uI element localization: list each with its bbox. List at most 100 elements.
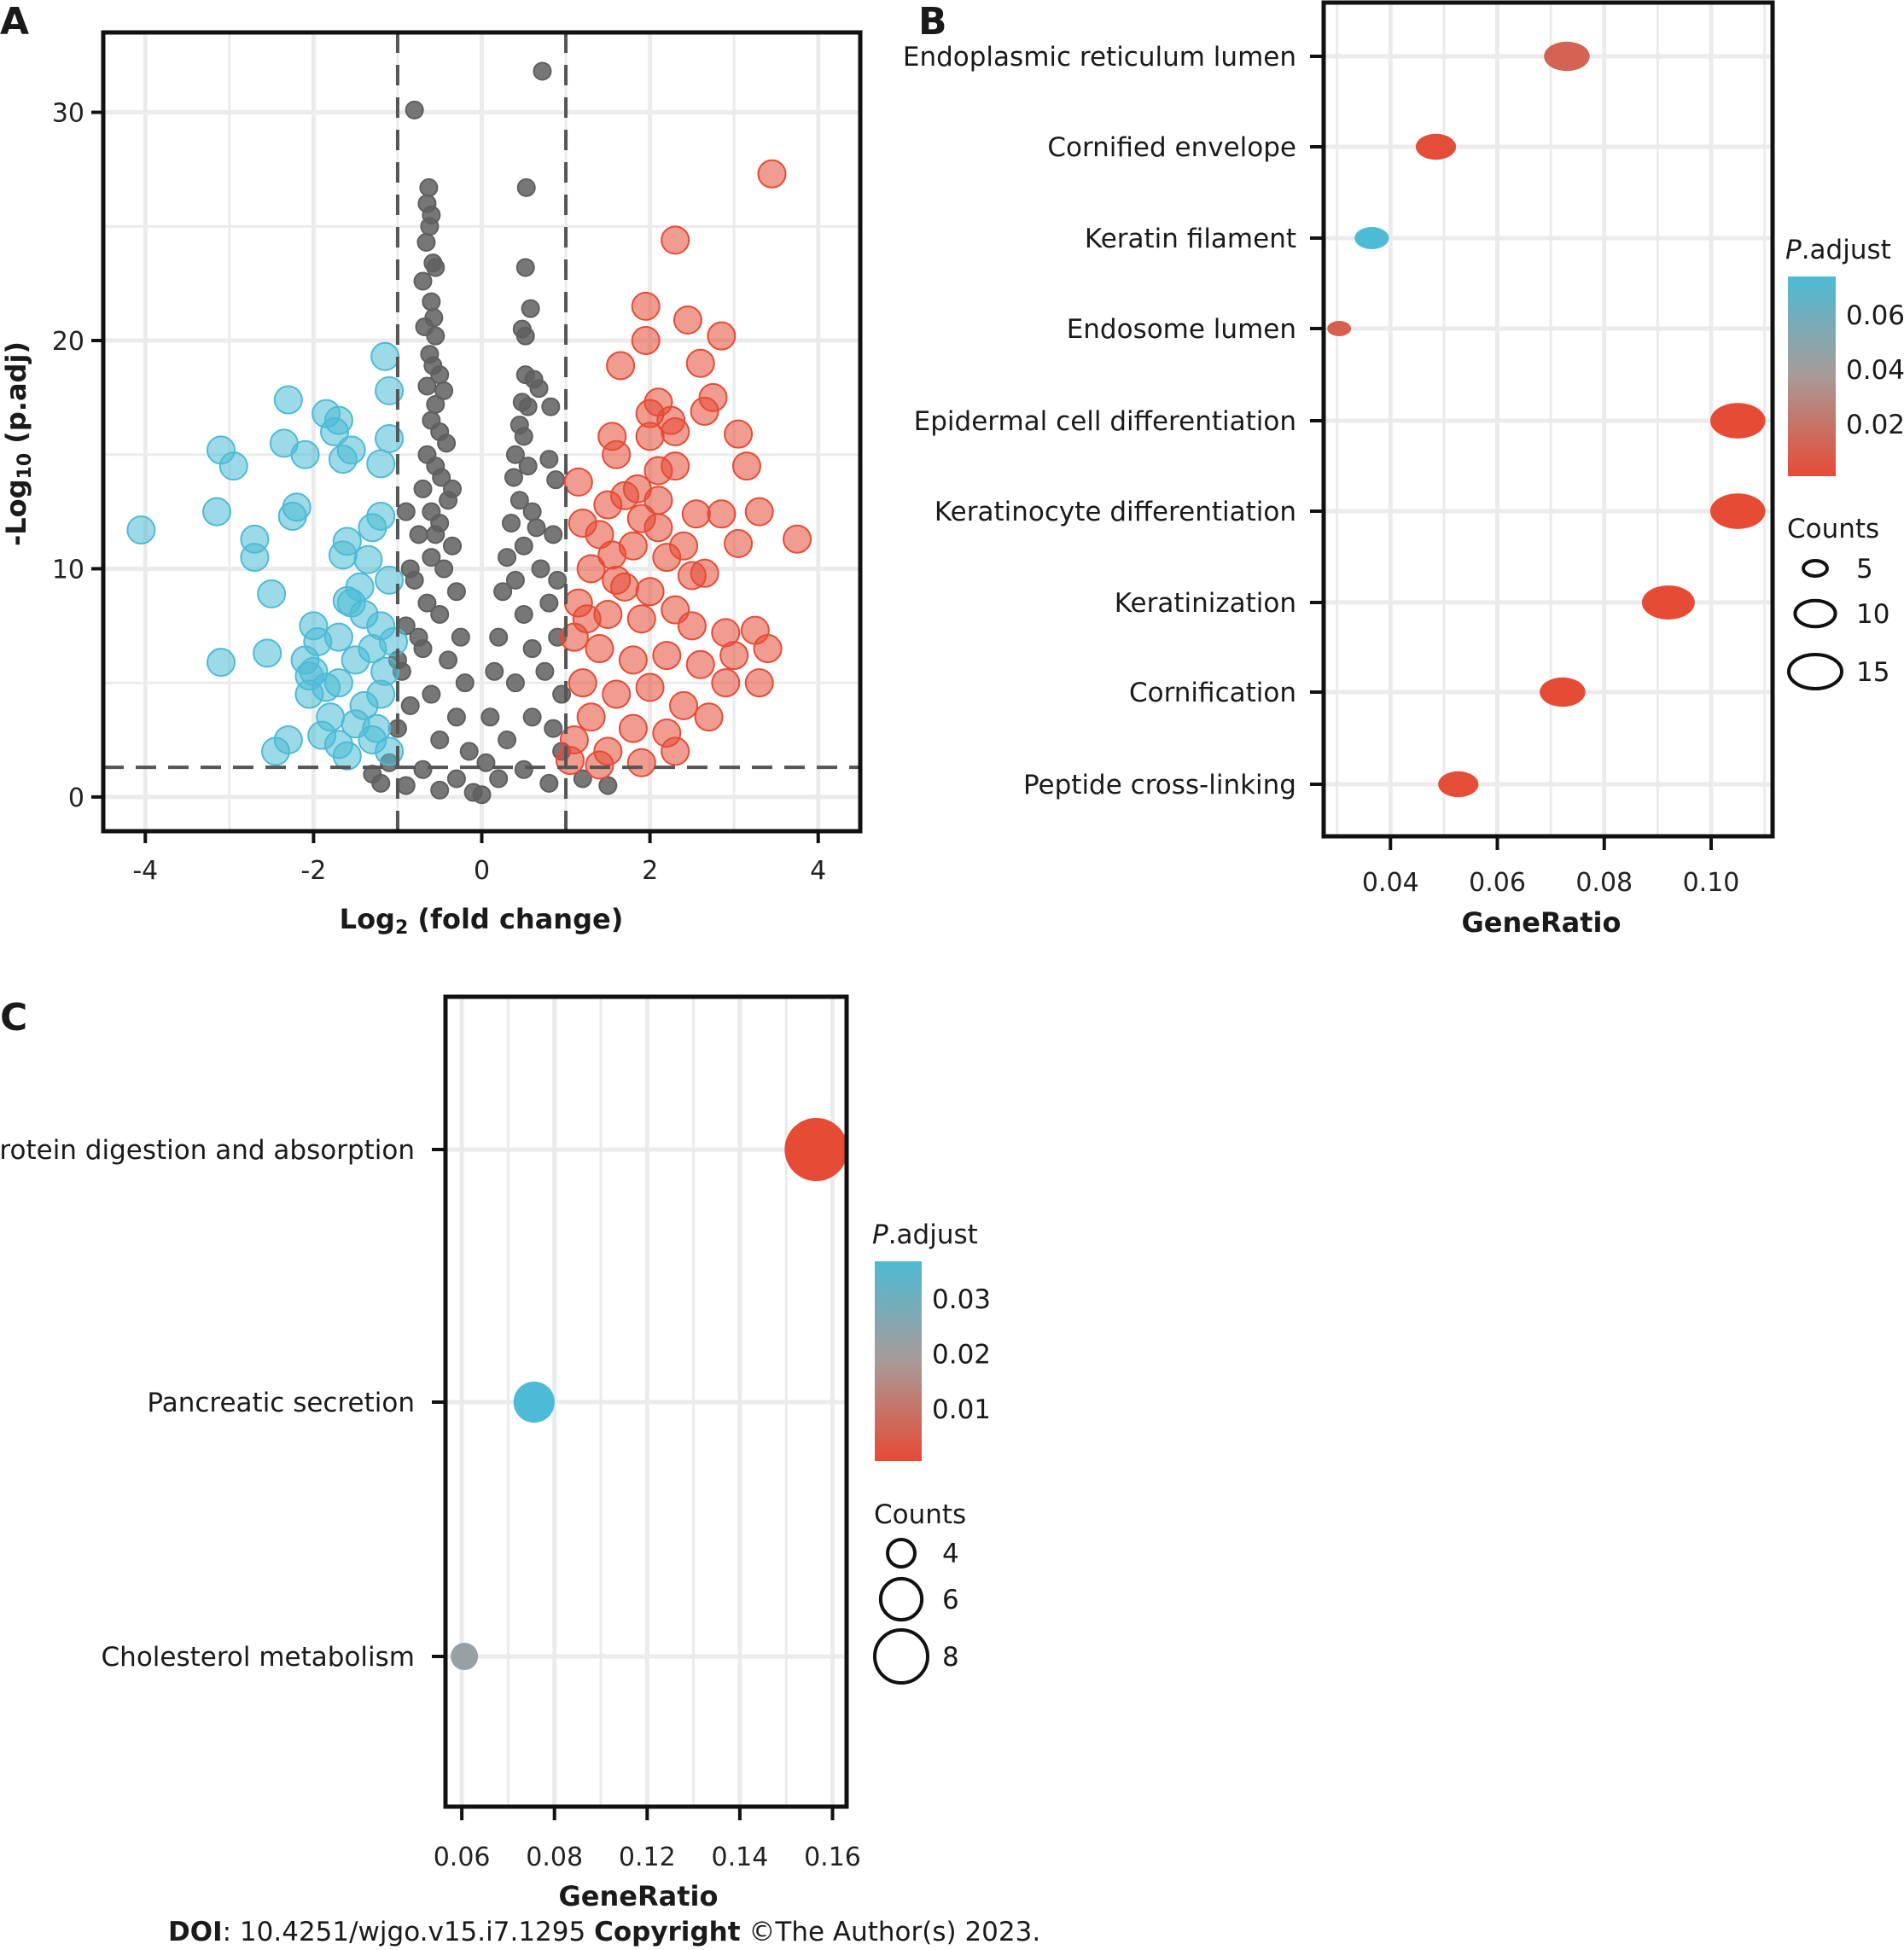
point-up — [669, 690, 699, 720]
point-ns — [493, 582, 513, 602]
go-color-legend-title: P.adjust — [1785, 235, 1891, 265]
colorbar-tick-label: 0.02 — [1846, 410, 1904, 440]
point-up — [711, 668, 741, 698]
point-up — [593, 490, 623, 520]
point-up — [690, 396, 719, 426]
point-up — [643, 456, 673, 486]
x-tick-label: 0.10 — [1683, 868, 1740, 898]
point-ns — [430, 780, 450, 800]
x-tick-label: 0.16 — [804, 1842, 861, 1872]
point-ns — [541, 397, 561, 416]
point-up — [744, 668, 774, 698]
point-up — [724, 529, 754, 559]
x-tick-label: 4 — [810, 856, 826, 886]
plot-frame — [1321, 0, 1775, 839]
point-ns — [518, 457, 538, 476]
point-down — [328, 540, 358, 570]
colorbar-tick-label: 0.04 — [1846, 355, 1904, 386]
go-dot-plot: Endoplasmic reticulum lumen Cornified env… — [903, 0, 1904, 898]
y-tick-label: 30 — [52, 99, 84, 129]
go-x-axis-title: GeneRatio — [1462, 906, 1622, 939]
size-legend-label: 5 — [1856, 554, 1873, 585]
point-ns — [515, 326, 535, 346]
size-legend-circle — [886, 1538, 917, 1569]
point-ns — [409, 627, 428, 647]
point-ns — [426, 258, 445, 277]
point-down — [218, 451, 248, 481]
term-label: Endoplasmic reticulum lumen — [903, 42, 1296, 73]
point-ns — [432, 468, 451, 487]
point-up — [661, 736, 690, 766]
x-tick-label: 0.14 — [711, 1842, 768, 1872]
point-ns — [443, 536, 463, 556]
point-ns — [518, 397, 538, 416]
point-up — [572, 604, 602, 634]
point-down — [273, 725, 303, 755]
volcano-plot: -4 -2 0 2 4 0 10 20 30 — [52, 30, 863, 886]
colorbar-tick-label: 0.01 — [932, 1394, 991, 1425]
point-up — [597, 540, 627, 570]
point-ns — [413, 760, 433, 779]
point-ns — [426, 525, 445, 544]
size-legend-label: 10 — [1856, 599, 1889, 630]
point-up — [707, 321, 737, 351]
point-up — [661, 225, 690, 255]
panel-label-c: C — [0, 996, 27, 1039]
term-label: Keratin filament — [1085, 224, 1296, 254]
x-tick-label: 0.06 — [1469, 868, 1526, 898]
point-up — [618, 713, 648, 743]
point-up — [606, 351, 636, 381]
point-up — [635, 577, 665, 607]
point-ns — [426, 394, 445, 414]
point-ns — [533, 61, 552, 81]
point-down — [345, 572, 375, 602]
point-down — [341, 709, 370, 739]
point-up — [669, 531, 699, 561]
size-legend-circle — [1802, 559, 1829, 578]
point-up — [602, 679, 632, 709]
point-ns — [505, 570, 525, 590]
point-ns — [546, 470, 566, 490]
point-down — [341, 645, 370, 675]
point-up — [563, 467, 593, 497]
x-tick-label: 0.06 — [434, 1842, 491, 1872]
point-ns — [535, 661, 555, 681]
point-ns — [521, 299, 540, 318]
point-up — [576, 554, 606, 584]
point-ns — [476, 753, 496, 772]
point-ns — [459, 742, 479, 761]
point-down — [366, 679, 396, 709]
x-tick-label: -2 — [300, 856, 326, 886]
point-down — [202, 497, 232, 527]
x-tick-label: 0.12 — [619, 1842, 676, 1872]
point-ns — [539, 450, 559, 469]
point-ns — [409, 525, 428, 544]
term-dot — [1709, 403, 1766, 439]
go-colorbar — [1788, 276, 1836, 476]
point-ns — [434, 381, 454, 400]
term-dot — [1354, 227, 1389, 249]
term-dot — [1544, 41, 1590, 72]
point-down — [290, 439, 320, 469]
panel-label-b: B — [918, 0, 947, 44]
point-down — [126, 515, 156, 544]
size-legend-circle — [873, 1628, 929, 1685]
point-ns — [505, 445, 525, 464]
point-ns — [548, 570, 568, 590]
colorbar-tick-label: 0.06 — [1846, 300, 1904, 331]
term-dot — [1540, 677, 1586, 707]
footer-citation: DOI: 10.4251/wjgo.v15.i7.1295 Copyright … — [168, 1917, 1040, 1947]
point-up — [585, 750, 614, 780]
term-label: Protein digestion and absorption — [0, 1135, 415, 1166]
point-ns — [413, 479, 433, 498]
point-ns — [422, 684, 441, 704]
point-ns — [417, 593, 437, 613]
point-up — [677, 611, 707, 641]
term-label: Keratinization — [1115, 588, 1296, 619]
size-legend-label: 4 — [942, 1539, 959, 1569]
point-ns — [419, 178, 439, 197]
point-ns — [539, 773, 559, 793]
point-ns — [544, 719, 563, 738]
term-label: Keratinocyte differentiation — [935, 497, 1296, 527]
